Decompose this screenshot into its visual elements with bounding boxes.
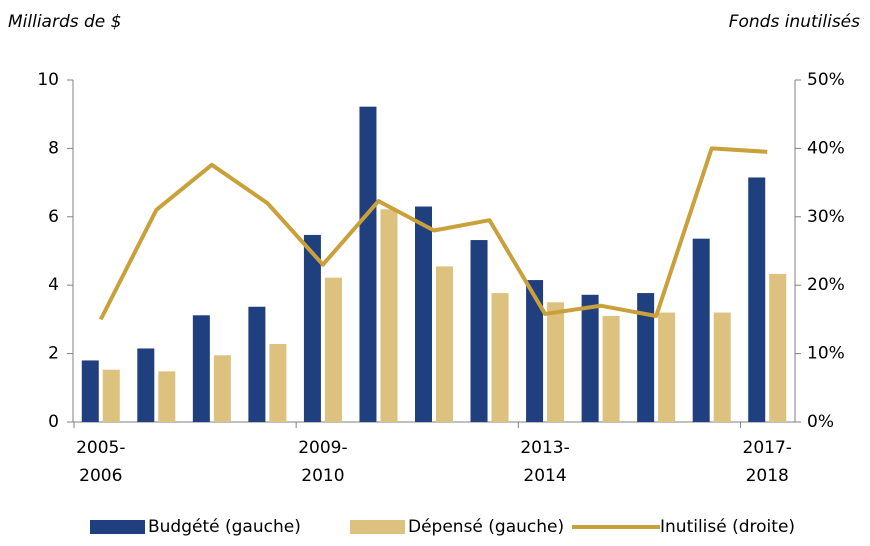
bar: [769, 273, 787, 422]
y-tick-label: 4: [48, 275, 59, 295]
y2-tick-label: 10%: [807, 344, 845, 364]
y2-tick-label: 30%: [807, 207, 845, 227]
bar: [436, 266, 453, 422]
y2-tick-label: 20%: [807, 275, 845, 295]
x-tick-label: 2017-2018: [742, 438, 792, 486]
bar: [526, 280, 544, 422]
y-axis-title: Milliards de $: [8, 12, 122, 32]
bar: [415, 206, 432, 422]
legend-label: Dépensé (gauche): [408, 517, 564, 537]
bar: [192, 315, 210, 422]
legend-label: Budgété (gauche): [148, 517, 301, 537]
bar: [81, 360, 99, 422]
bar: [602, 315, 620, 422]
x-tick-label: 2013-2014: [520, 438, 570, 486]
x-tick-label: 2005-2006: [76, 438, 126, 486]
y-tick-label: 8: [48, 138, 59, 158]
bar: [658, 312, 676, 422]
bar: [470, 240, 488, 422]
bar: [359, 106, 377, 423]
bar: [748, 177, 766, 422]
bar: [324, 277, 342, 422]
bar: [269, 344, 287, 422]
y2-axis-title: Fonds inutilisés: [729, 12, 860, 32]
y-tick-label: 10: [37, 70, 59, 90]
legend-swatch: [90, 520, 145, 534]
y2-tick-label: 40%: [807, 138, 845, 158]
bar: [713, 312, 731, 422]
legend-label: Inutilisé (droite): [660, 517, 795, 537]
x-tick-label: 2009-2010: [298, 438, 348, 486]
bar: [581, 294, 599, 422]
y-tick-label: 2: [48, 344, 59, 364]
bar: [248, 306, 266, 422]
bar: [303, 234, 321, 422]
y2-tick-label: 0%: [807, 412, 834, 432]
bar: [158, 371, 176, 422]
line: [98, 146, 768, 321]
bar: [380, 209, 398, 422]
bar: [491, 293, 509, 422]
y-tick-label: 0: [48, 412, 59, 432]
bar: [547, 302, 565, 422]
legend-swatch: [350, 520, 405, 534]
bar: [692, 238, 710, 422]
bar: [137, 348, 155, 422]
y2-tick-label: 50%: [807, 70, 845, 90]
bar: [637, 293, 655, 422]
bar: [213, 355, 231, 422]
y-tick-label: 6: [48, 207, 59, 227]
bar: [102, 369, 120, 422]
